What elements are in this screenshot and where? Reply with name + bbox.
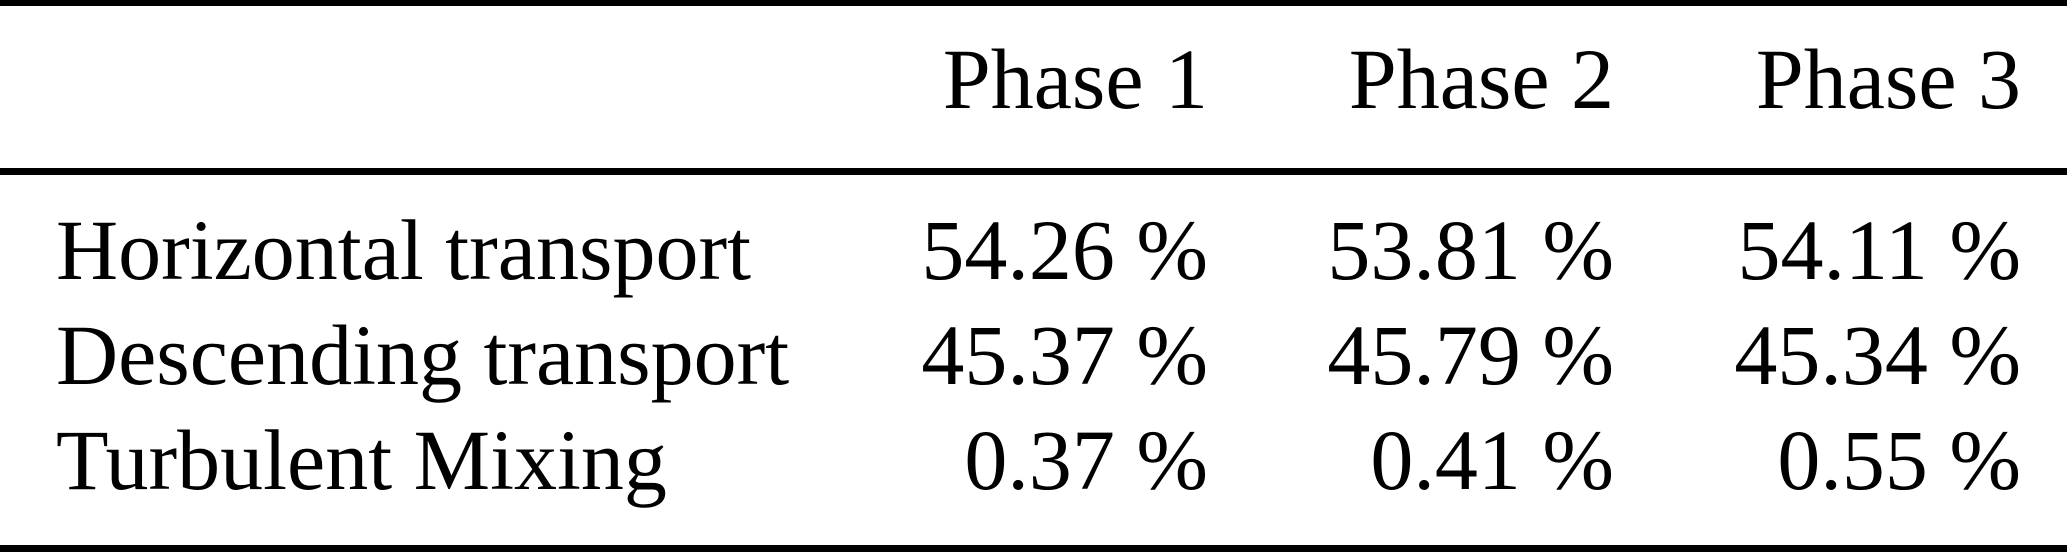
value-cell: 45.79 % <box>1327 307 1614 403</box>
value-cell: 0.37 % <box>964 412 1208 508</box>
value-cell: 53.81 % <box>1327 202 1614 298</box>
value-cell: 0.41 % <box>1370 412 1614 508</box>
value-cell: 45.37 % <box>921 307 1208 403</box>
header-stub-cell <box>0 3 850 172</box>
table-row-descending-transport: Descending transport 45.37 % 45.79 % 45.… <box>0 302 2067 407</box>
row-label: Turbulent Mixing <box>56 412 667 508</box>
column-header-phase-1: Phase 1 <box>942 31 1208 127</box>
table-row-turbulent-mixing: Turbulent Mixing 0.37 % 0.41 % 0.55 % <box>0 407 2067 549</box>
table-row-horizontal-transport: Horizontal transport 54.26 % 53.81 % 54.… <box>0 172 2067 303</box>
value-cell: 54.11 % <box>1737 202 2021 298</box>
value-cell: 54.26 % <box>921 202 1208 298</box>
row-label: Descending transport <box>56 307 790 403</box>
column-header-phase-3: Phase 3 <box>1755 31 2021 127</box>
header-row: Phase 1 Phase 2 Phase 3 <box>0 3 2067 172</box>
column-header-phase-2: Phase 2 <box>1348 31 1614 127</box>
row-label: Horizontal transport <box>56 202 751 298</box>
value-cell: 0.55 % <box>1777 412 2021 508</box>
value-cell: 45.34 % <box>1734 307 2021 403</box>
